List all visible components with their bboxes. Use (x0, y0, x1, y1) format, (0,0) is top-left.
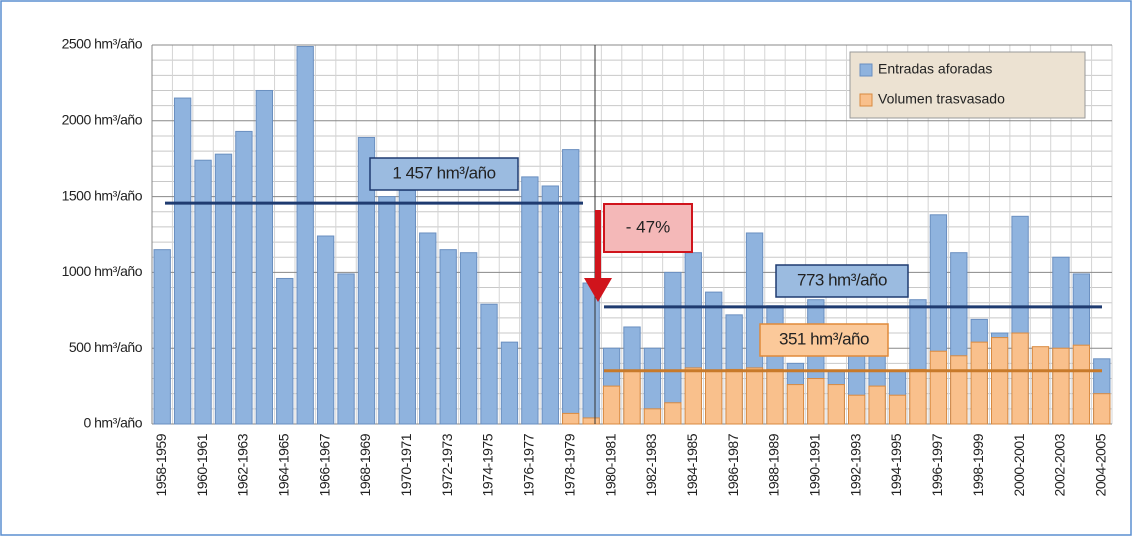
reference-label-box (369, 157, 519, 191)
bar (398, 190, 416, 425)
bar (643, 408, 662, 425)
bar (970, 341, 988, 425)
bar (1011, 332, 1029, 425)
bar (521, 176, 539, 425)
x-tick-label: 1982-1983 (643, 433, 659, 496)
x-tick-label: 1992-1993 (847, 433, 863, 496)
bar (909, 368, 927, 425)
bar (153, 249, 171, 425)
legend-label: Entradas aforadas (878, 61, 992, 77)
bar (582, 417, 600, 425)
x-tick-label: 1970-1971 (398, 433, 414, 496)
bar (745, 367, 764, 425)
y-tick-label: 1000 hm³/año (62, 263, 143, 279)
x-tick-label: 1994-1995 (888, 433, 904, 496)
reference-label-box (759, 323, 889, 357)
bar (1031, 346, 1050, 425)
x-tick-label: 1990-1991 (807, 433, 823, 496)
reference-label-box (775, 264, 909, 298)
y-tick-label: 500 hm³/año (69, 339, 143, 355)
change-label-box (603, 203, 693, 253)
bar (500, 341, 519, 425)
x-tick-label: 1974-1975 (480, 433, 496, 496)
bar (439, 249, 457, 425)
change-label: - 47% (626, 217, 670, 236)
x-tick-label: 1980-1981 (602, 433, 618, 496)
x-tick-label: 1964-1965 (275, 433, 291, 496)
bar (276, 277, 294, 425)
bar (807, 378, 825, 425)
bar (725, 368, 743, 425)
reference-label: 773 hm³/año (797, 270, 887, 289)
x-tick-label: 1966-1967 (316, 433, 332, 496)
x-tick-label: 2000-2001 (1011, 433, 1027, 496)
x-tick-label: 1958-1959 (153, 433, 169, 496)
bar (582, 282, 600, 425)
bar (602, 385, 621, 425)
x-tick-label: 1962-1963 (235, 433, 251, 496)
bar (1052, 347, 1070, 425)
bar (1093, 393, 1111, 425)
legend-box (849, 51, 1086, 119)
bar (664, 271, 682, 425)
bar (950, 355, 968, 425)
y-tick-label: 2000 hm³/año (62, 112, 143, 128)
bar (357, 136, 376, 425)
bar (664, 402, 682, 425)
bar (827, 384, 845, 425)
bar (296, 46, 314, 425)
y-tick-label: 2500 hm³/año (62, 36, 143, 52)
x-tick-label: 1960-1961 (194, 433, 210, 496)
bar (929, 350, 948, 425)
bar (1072, 344, 1091, 425)
bar (848, 394, 866, 425)
x-tick-label: 1976-1977 (521, 433, 537, 496)
x-tick-label: 1978-1979 (561, 433, 577, 496)
bar (255, 89, 274, 425)
bar (623, 370, 641, 425)
bar (562, 149, 580, 425)
bar (705, 370, 723, 425)
bar (173, 97, 192, 425)
bar (766, 368, 784, 425)
y-tick-label: 0 hm³/año (83, 415, 142, 431)
x-tick-label: 1996-1997 (929, 433, 945, 496)
bar (235, 130, 253, 425)
bar (214, 153, 233, 425)
reference-label: 1 457 hm³/año (392, 163, 495, 182)
bar (419, 232, 437, 425)
legend-swatch (859, 93, 873, 107)
y-tick-label: 1500 hm³/año (62, 187, 143, 203)
x-tick-label: 2004-2005 (1092, 433, 1108, 496)
x-tick-label: 1998-1999 (970, 433, 986, 496)
x-tick-label: 1968-1969 (357, 433, 373, 496)
legend-label: Volumen trasvasado (878, 91, 1005, 107)
bar (562, 412, 580, 425)
bar (541, 185, 559, 425)
bar (868, 385, 886, 425)
x-tick-label: 1986-1987 (725, 433, 741, 496)
bar (378, 196, 396, 425)
bar (888, 394, 907, 425)
bar (786, 384, 805, 425)
bar (337, 273, 355, 425)
bar (459, 252, 478, 425)
x-tick-label: 1988-1989 (766, 433, 782, 496)
x-tick-label: 1984-1985 (684, 433, 700, 496)
x-tick-label: 2002-2003 (1052, 433, 1068, 496)
bar (316, 235, 335, 425)
x-tick-label: 1972-1973 (439, 433, 455, 496)
bar (480, 303, 498, 425)
change-arrow-head (584, 278, 612, 302)
legend-swatch (859, 63, 873, 77)
bar (194, 159, 212, 425)
bar (684, 367, 702, 425)
bar (990, 337, 1009, 425)
reference-label: 351 hm³/año (779, 329, 869, 348)
